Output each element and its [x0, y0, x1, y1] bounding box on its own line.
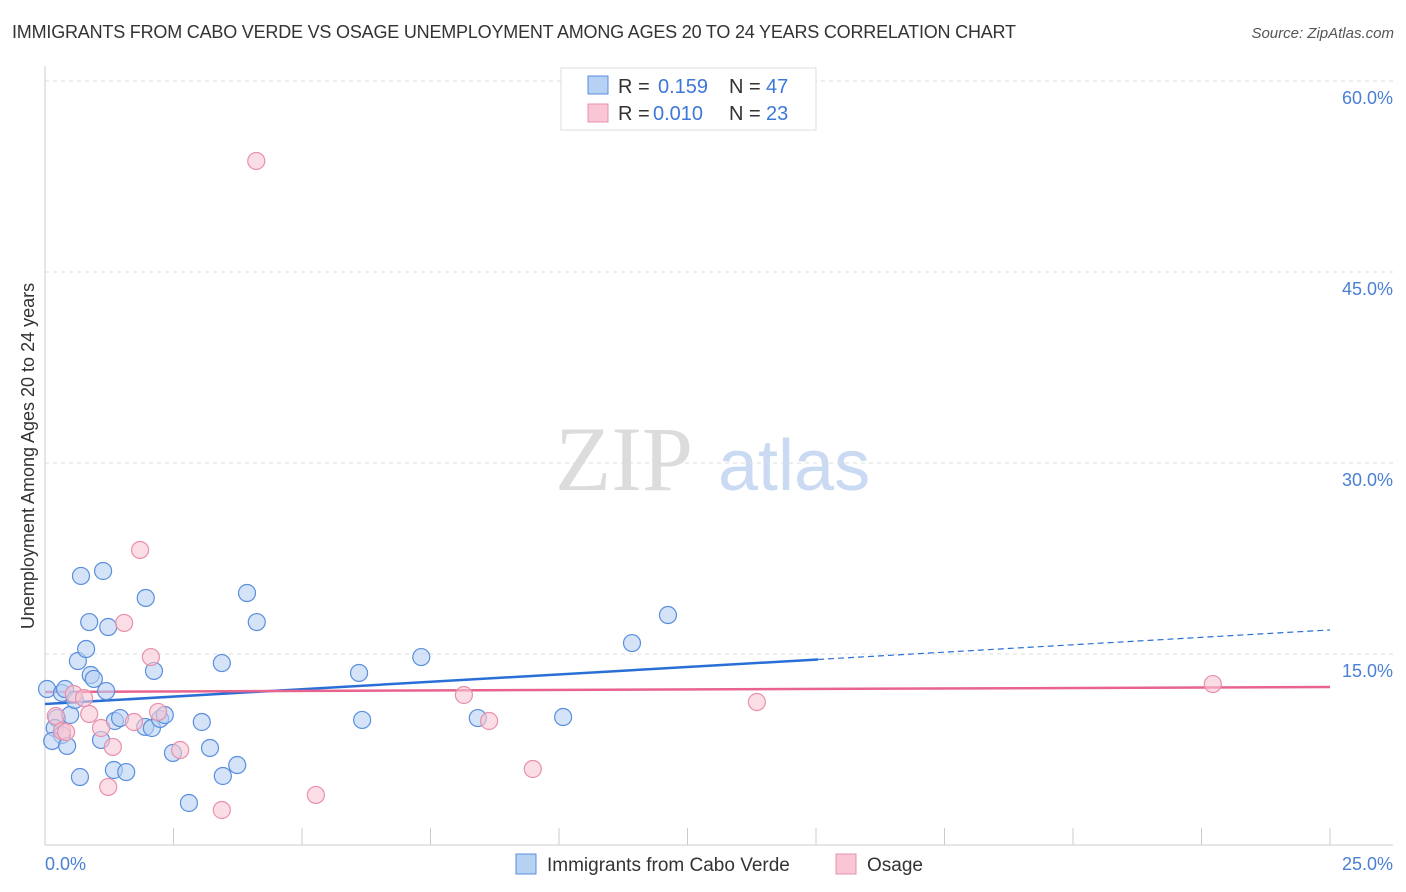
osage-point	[56, 722, 76, 742]
bottom-legend-swatch-blue	[515, 853, 537, 875]
y-tick-label: 60.0%	[1342, 88, 1393, 108]
legend-n-label: N =	[729, 103, 761, 125]
osage-point	[1203, 674, 1222, 694]
osage-point	[212, 800, 231, 820]
osage-point	[115, 613, 134, 633]
cabo-verde-point	[228, 755, 247, 775]
cabo-verde-point	[97, 681, 116, 701]
osage-point	[247, 151, 266, 171]
osage-point	[124, 712, 144, 732]
osage-point	[747, 692, 766, 712]
cabo-verde-point	[658, 605, 678, 625]
cabo-verde-trend-line	[44, 658, 819, 706]
osage-point	[148, 702, 168, 722]
legend-r-label: R =	[618, 103, 650, 125]
osage-point	[91, 718, 111, 738]
cabo-verde-point	[622, 633, 642, 653]
osage-point	[80, 704, 99, 724]
legend-n-value: 23	[766, 103, 788, 125]
cabo-verde-point	[117, 762, 136, 782]
legend-r-value: 0.159	[658, 76, 708, 98]
bottom-legend: Immigrants from Cabo Verde Osage	[515, 853, 923, 876]
cabo-verde-point	[179, 793, 199, 813]
cabo-verde-point	[136, 588, 155, 608]
cabo-verde-trend-extension	[818, 629, 1331, 661]
osage-point	[130, 540, 150, 560]
cabo-verde-point	[412, 647, 431, 667]
osage-point	[306, 785, 325, 805]
chart-title: IMMIGRANTS FROM CABO VERDE VS OSAGE UNEM…	[12, 22, 1016, 42]
cabo-verde-point	[192, 712, 211, 732]
cabo-verde-point	[212, 653, 231, 673]
x-tick-label: 0.0%	[45, 854, 86, 874]
cabo-verde-point	[247, 612, 266, 632]
y-tick-label: 30.0%	[1342, 470, 1393, 490]
legend-r-value: 0.010	[653, 103, 703, 125]
bottom-legend-label: Osage	[867, 855, 923, 876]
cabo-verde-point	[80, 612, 99, 632]
y-tick-label: 15.0%	[1342, 661, 1393, 681]
cabo-verde-point	[353, 710, 372, 730]
watermark-atlas: atlas	[718, 426, 870, 506]
cabo-verde-point	[554, 707, 573, 727]
cabo-verde-point	[71, 566, 91, 586]
cabo-verde-point	[200, 738, 220, 758]
cabo-verde-point	[84, 669, 103, 689]
osage-point	[171, 740, 190, 760]
y-axis-label: Unemployment Among Ages 20 to 24 years	[18, 283, 38, 629]
osage-point	[454, 685, 474, 705]
y-tick-label: 45.0%	[1342, 279, 1393, 299]
osage-point	[99, 777, 118, 797]
osage-point	[479, 711, 499, 731]
source-label: Source: ZipAtlas.com	[1251, 25, 1394, 42]
osage-point	[141, 647, 160, 667]
cabo-verde-point	[70, 767, 90, 787]
watermark-zip: ZIP	[555, 408, 693, 510]
x-tick-label: 25.0%	[1342, 854, 1393, 874]
legend-n-label: N =	[729, 76, 761, 98]
legend: R = 0.159 N = 47 R = 0.010 N = 23	[560, 67, 817, 131]
osage-point	[523, 759, 542, 779]
osage-trend-line	[44, 685, 1331, 694]
bottom-legend-label: Immigrants from Cabo Verde	[547, 855, 790, 876]
cabo-verde-point	[99, 617, 118, 637]
legend-swatch-pink	[587, 103, 609, 123]
cabo-verde-point	[237, 583, 257, 603]
legend-n-value: 47	[766, 76, 788, 98]
legend-swatch-blue	[587, 75, 609, 95]
bottom-legend-swatch-pink	[835, 853, 857, 875]
osage-point	[103, 737, 122, 757]
legend-r-label: R =	[618, 76, 650, 98]
cabo-verde-point	[213, 766, 232, 786]
cabo-verde-point	[77, 639, 96, 659]
cabo-verde-point	[37, 679, 57, 699]
osage-point	[74, 688, 94, 708]
cabo-verde-point	[349, 663, 369, 683]
cabo-verde-point	[93, 561, 113, 581]
